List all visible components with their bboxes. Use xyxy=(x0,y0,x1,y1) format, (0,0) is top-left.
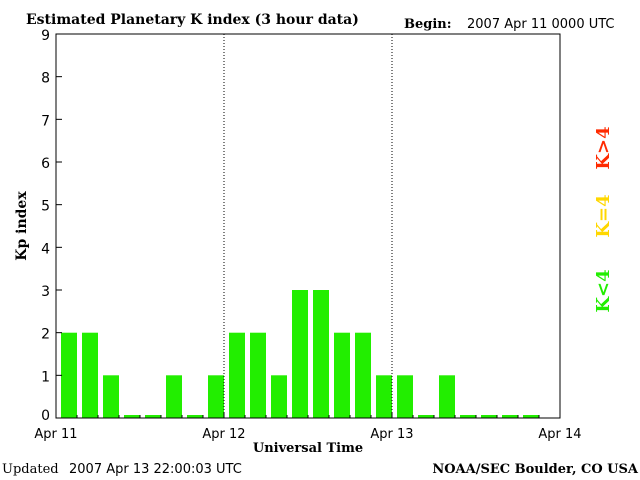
kp-bar xyxy=(313,290,329,418)
chart-title: Estimated Planetary K index (3 hour data… xyxy=(26,12,359,28)
y-tick-label: 1 xyxy=(41,369,50,385)
begin-value: 2007 Apr 11 0000 UTC xyxy=(467,17,615,32)
kp-bar xyxy=(439,375,455,418)
legend-item-k-greater-4: K>4 xyxy=(593,126,614,169)
legend-item-k-less-4: K<4 xyxy=(593,269,614,312)
updated-value: 2007 Apr 13 22:00:03 UTC xyxy=(69,462,242,477)
y-axis-label: Kp index xyxy=(14,191,30,261)
y-tick-label: 9 xyxy=(41,28,50,44)
y-tick-label: 8 xyxy=(41,71,50,87)
legend-item-k-equal-4: K=4 xyxy=(593,194,614,237)
y-tick-label: 2 xyxy=(41,327,50,343)
kp-bar xyxy=(187,415,203,418)
x-tick-label: Apr 12 xyxy=(202,427,245,442)
kp-bar xyxy=(376,375,392,418)
kp-bar xyxy=(145,415,161,418)
kp-bar xyxy=(82,332,98,418)
y-axis-ticks: 0 1 2 3 4 5 6 7 8 9 xyxy=(41,28,62,424)
x-tick-label: Apr 13 xyxy=(370,427,413,442)
updated-label: Updated xyxy=(2,462,59,477)
kp-bar xyxy=(523,415,539,418)
kp-bar xyxy=(166,375,182,418)
kp-bar xyxy=(292,290,308,418)
kp-bar xyxy=(397,375,413,418)
y-tick-label: 7 xyxy=(41,113,50,129)
source-credit: NOAA/SEC Boulder, CO USA xyxy=(432,462,639,477)
kp-bar xyxy=(355,332,371,418)
kp-bar xyxy=(250,332,266,418)
x-tick-label: Apr 11 xyxy=(34,427,77,442)
y-tick-label: 3 xyxy=(41,284,50,300)
kp-bar xyxy=(481,415,497,418)
y-tick-label: 4 xyxy=(41,241,50,257)
kp-bar xyxy=(460,415,476,418)
kp-bar xyxy=(103,375,119,418)
legend: K>4 K=4 K<4 xyxy=(593,126,614,312)
y-tick-label: 6 xyxy=(41,156,50,172)
y-tick-label: 0 xyxy=(41,408,50,424)
bar-series xyxy=(61,290,539,418)
kp-bar xyxy=(229,332,245,418)
kp-bar xyxy=(124,415,140,418)
y-tick-label: 5 xyxy=(41,199,50,215)
kp-bar xyxy=(418,415,434,418)
kp-bar xyxy=(61,332,77,418)
x-axis-label: Universal Time xyxy=(253,441,363,456)
kp-bar xyxy=(334,332,350,418)
kp-bar xyxy=(208,375,224,418)
kp-bar xyxy=(271,375,287,418)
kp-bar xyxy=(502,415,518,418)
x-axis-ticks: Apr 11 Apr 12 Apr 13 Apr 14 xyxy=(34,412,582,442)
x-tick-label: Apr 14 xyxy=(538,427,581,442)
begin-label: Begin: xyxy=(404,17,452,32)
day-dividers xyxy=(223,34,393,418)
